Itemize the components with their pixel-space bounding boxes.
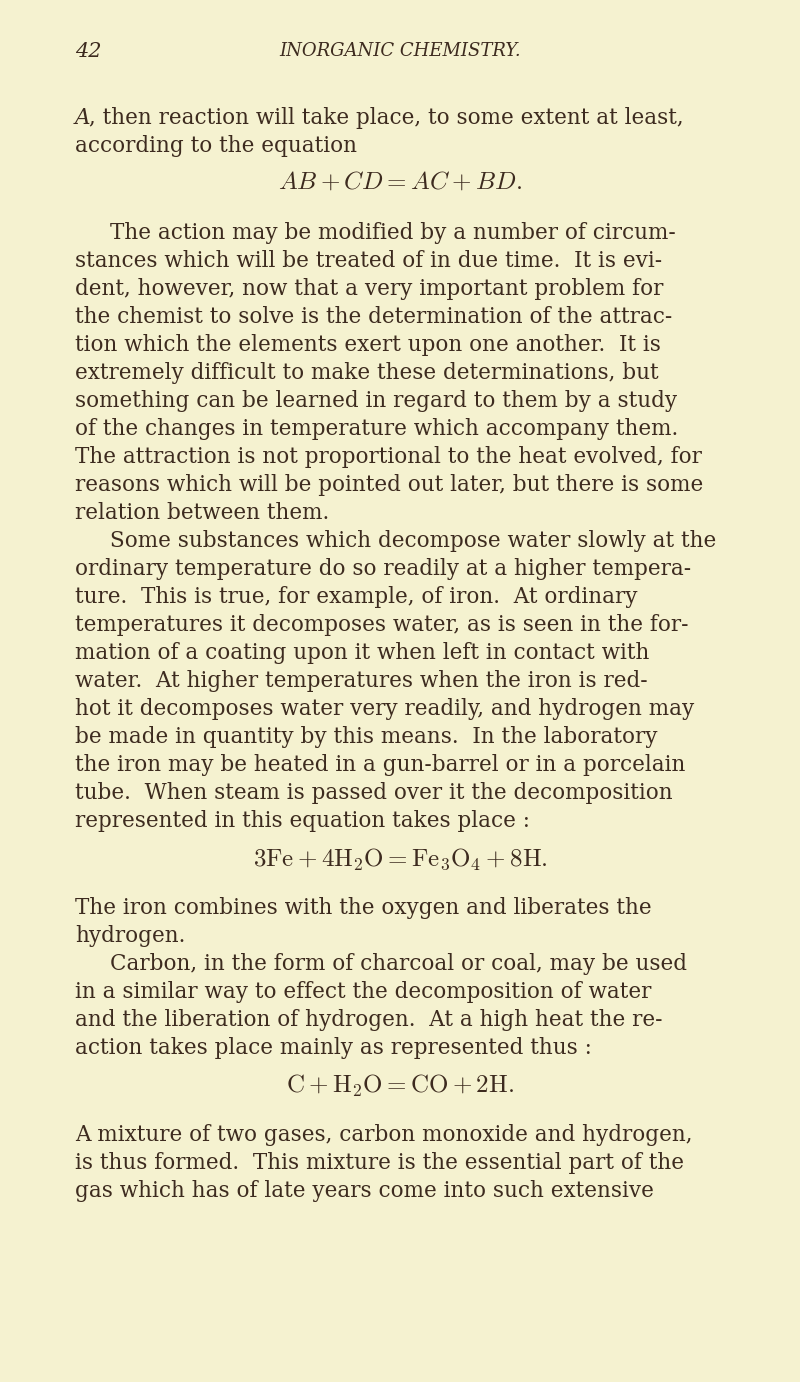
Text: reasons which will be pointed out later, but there is some: reasons which will be pointed out later,… [75,474,703,496]
Text: , then reaction will take place, to some extent at least,: , then reaction will take place, to some… [89,106,684,129]
Text: A mixture of two gases, carbon monoxide and hydrogen,: A mixture of two gases, carbon monoxide … [75,1124,693,1146]
Text: tube.  When steam is passed over it the decomposition: tube. When steam is passed over it the d… [75,782,673,804]
Text: temperatures it decomposes water, as is seen in the for-: temperatures it decomposes water, as is … [75,614,689,636]
Text: in a similar way to effect the decomposition of water: in a similar way to effect the decomposi… [75,981,651,1003]
Text: of the changes in temperature which accompany them.: of the changes in temperature which acco… [75,417,678,439]
Text: The attraction is not proportional to the heat evolved, for: The attraction is not proportional to th… [75,446,702,468]
Text: the iron may be heated in a gun-barrel or in a porcelain: the iron may be heated in a gun-barrel o… [75,755,686,777]
Text: and the liberation of hydrogen.  At a high heat the re-: and the liberation of hydrogen. At a hig… [75,1009,662,1031]
Text: be made in quantity by this means.  In the laboratory: be made in quantity by this means. In th… [75,726,658,748]
Text: hot it decomposes water very readily, and hydrogen may: hot it decomposes water very readily, an… [75,698,694,720]
Text: $3\mathrm{Fe} + 4\mathrm{H_2O} = \mathrm{Fe_3O_4} + 8\mathrm{H.}$: $3\mathrm{Fe} + 4\mathrm{H_2O} = \mathrm… [253,846,547,872]
Text: stances which will be treated of in due time.  It is evi-: stances which will be treated of in due … [75,250,662,272]
Text: is thus formed.  This mixture is the essential part of the: is thus formed. This mixture is the esse… [75,1153,684,1173]
Text: represented in this equation takes place :: represented in this equation takes place… [75,810,530,832]
Text: The action may be modified by a number of circum-: The action may be modified by a number o… [110,223,676,245]
Text: 42: 42 [75,41,102,61]
Text: water.  At higher temperatures when the iron is red-: water. At higher temperatures when the i… [75,670,648,692]
Text: action takes place mainly as represented thus :: action takes place mainly as represented… [75,1036,592,1059]
Text: relation between them.: relation between them. [75,502,330,524]
Text: The iron combines with the oxygen and liberates the: The iron combines with the oxygen and li… [75,897,652,919]
Text: mation of a coating upon it when left in contact with: mation of a coating upon it when left in… [75,643,650,663]
Text: dent, however, now that a very important problem for: dent, however, now that a very important… [75,278,663,300]
Text: ordinary temperature do so readily at a higher tempera-: ordinary temperature do so readily at a … [75,558,691,580]
Text: something can be learned in regard to them by a study: something can be learned in regard to th… [75,390,677,412]
Text: according to the equation: according to the equation [75,135,357,158]
Text: gas which has of late years come into such extensive: gas which has of late years come into su… [75,1180,654,1202]
Text: extremely difficult to make these determinations, but: extremely difficult to make these determ… [75,362,658,384]
Text: Carbon, in the form of charcoal or coal, may be used: Carbon, in the form of charcoal or coal,… [110,954,687,974]
Text: the chemist to solve is the determination of the attrac-: the chemist to solve is the determinatio… [75,305,672,328]
Text: hydrogen.: hydrogen. [75,925,186,947]
Text: A: A [75,106,90,129]
Text: tion which the elements exert upon one another.  It is: tion which the elements exert upon one a… [75,334,661,357]
Text: INORGANIC CHEMISTRY.: INORGANIC CHEMISTRY. [279,41,521,59]
Text: $AB + CD = AC + BD.$: $AB + CD = AC + BD.$ [278,171,522,193]
Text: Some substances which decompose water slowly at the: Some substances which decompose water sl… [110,531,716,551]
Text: $\mathrm{C} + \mathrm{H_2O} = \mathrm{CO} + 2\mathrm{H.}$: $\mathrm{C} + \mathrm{H_2O} = \mathrm{CO… [286,1072,514,1099]
Text: ture.  This is true, for example, of iron.  At ordinary: ture. This is true, for example, of iron… [75,586,638,608]
